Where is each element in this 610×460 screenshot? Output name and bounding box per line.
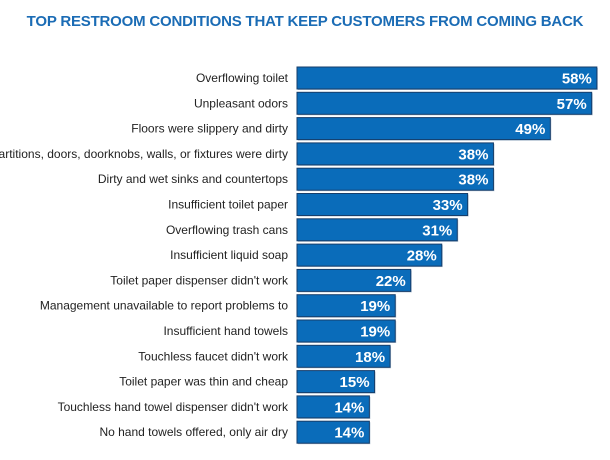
category-label: Insufficient hand towels: [163, 324, 288, 338]
data-label: 15%: [340, 374, 370, 391]
bar: [296, 370, 376, 394]
bar: [296, 167, 494, 191]
category-label: Touchless hand towel dispenser didn't wo…: [58, 400, 289, 414]
category-label: Overflowing toilet: [196, 71, 289, 85]
category-label: No hand towels offered, only air dry: [99, 425, 288, 439]
category-label: Toilet paper was thin and cheap: [119, 375, 288, 389]
bar: [296, 319, 396, 343]
data-label: 57%: [557, 96, 587, 113]
data-label: 19%: [360, 298, 390, 315]
category-label: Insufficient toilet paper: [168, 198, 288, 212]
chart-title: TOP RESTROOM CONDITIONS THAT KEEP CUSTOM…: [5, 13, 605, 31]
data-label: 14%: [334, 399, 364, 416]
category-label: Management unavailable to report problem…: [40, 299, 288, 313]
data-label: 49%: [515, 121, 545, 138]
bar: [296, 66, 598, 90]
bar: [296, 344, 391, 368]
data-label: 18%: [355, 349, 385, 366]
bar: [296, 218, 458, 242]
bar: [296, 193, 469, 216]
bar: [296, 243, 443, 267]
category-label: Partitions, doors, doorknobs, walls, or …: [0, 147, 288, 161]
category-label: Toilet paper dispenser didn't work: [110, 273, 289, 287]
data-label: 31%: [422, 222, 452, 239]
category-label: Insufficient liquid soap: [170, 248, 288, 262]
bar: [296, 395, 370, 419]
bar: [296, 117, 551, 141]
category-label: Unpleasant odors: [194, 96, 288, 110]
bar: [296, 294, 396, 318]
data-label: 28%: [407, 248, 437, 265]
category-label: Floors were slippery and dirty: [131, 122, 288, 136]
data-label: 19%: [360, 324, 390, 341]
bar: [296, 142, 494, 166]
chart-title-text: TOP RESTROOM CONDITIONS THAT KEEP CUSTOM…: [26, 13, 584, 30]
data-label: 58%: [562, 71, 592, 88]
data-label: 22%: [376, 273, 406, 290]
bar: [296, 91, 593, 115]
data-label: 38%: [458, 146, 488, 163]
bar: [296, 268, 412, 292]
category-label: Dirty and wet sinks and countertops: [98, 172, 288, 186]
category-label: Overflowing trash cans: [166, 223, 288, 237]
category-label: Touchless faucet didn't work: [138, 349, 289, 363]
data-label: 38%: [458, 172, 488, 189]
data-label: 14%: [334, 425, 364, 442]
data-label: 33%: [433, 197, 463, 214]
bar: [296, 420, 370, 444]
